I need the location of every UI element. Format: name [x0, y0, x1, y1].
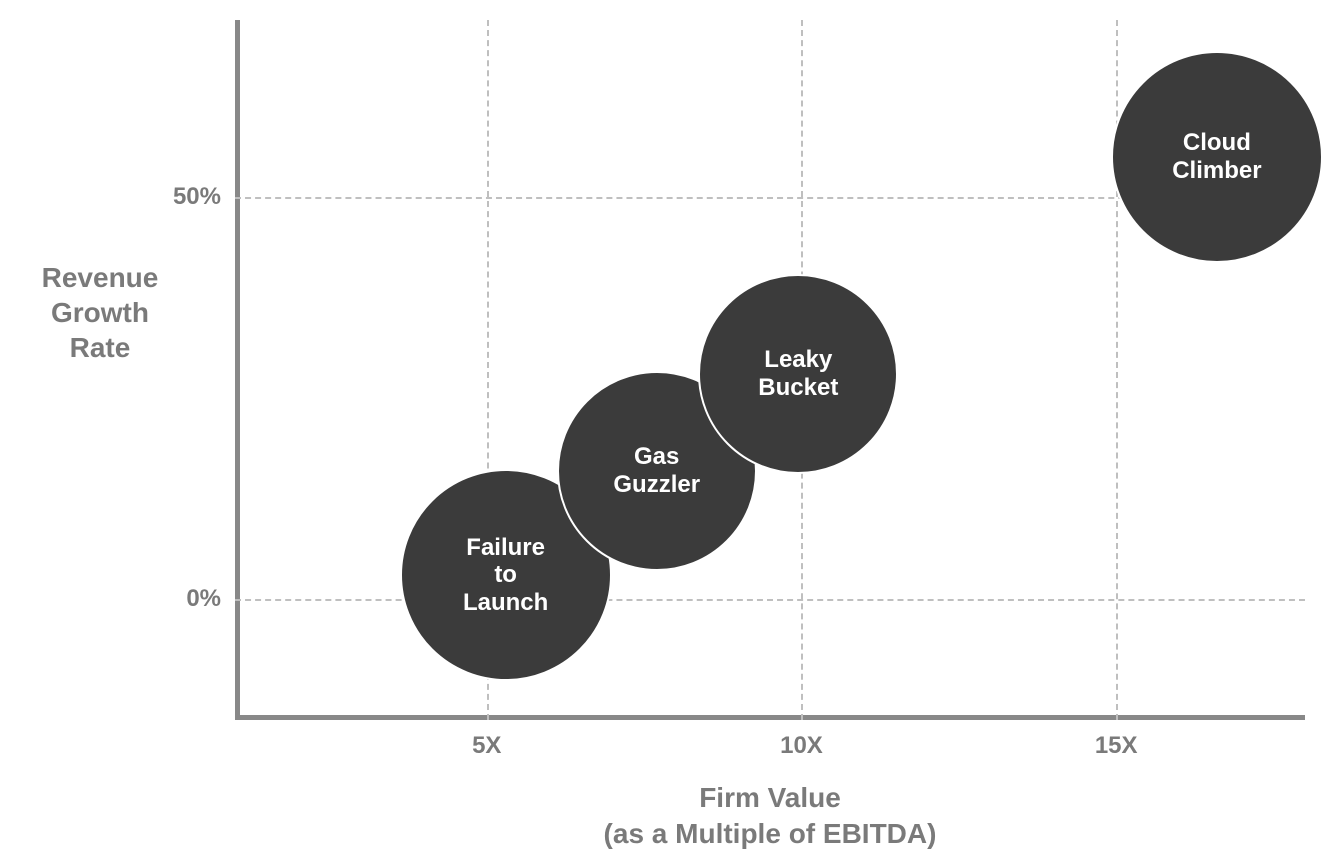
bubble: CloudClimber — [1111, 51, 1323, 263]
x-tick-label: 10X — [771, 732, 831, 760]
x-tick-label: 5X — [457, 732, 517, 760]
bubble-label: GasGuzzler — [613, 443, 700, 498]
bubble-chart: Revenue Growth Rate 5X 10X 15X 0% 50% Failure… — [0, 0, 1338, 861]
x-axis-label-line: Firm Value — [699, 782, 841, 813]
x-axis-label-line: (as a Multiple of EBITDA) — [604, 818, 937, 849]
bubble-label: FailuretoLaunch — [463, 534, 548, 617]
x-tick-label: 15X — [1086, 732, 1146, 760]
y-axis-label: Revenue Growth Rate — [0, 260, 200, 365]
y-gridline — [235, 599, 1305, 601]
x-axis-label: Firm Value (as a Multiple of EBITDA) — [235, 780, 1305, 853]
y-axis-label-line: Revenue — [42, 262, 159, 293]
bubble: LeakyBucket — [698, 274, 898, 474]
y-axis-label-line: Growth — [51, 297, 149, 328]
bubble-label: CloudClimber — [1172, 129, 1261, 184]
y-tick-label: 50% — [173, 183, 221, 211]
y-axis-line — [235, 20, 240, 720]
y-tick-label: 0% — [186, 585, 221, 613]
x-axis-line — [235, 715, 1305, 720]
y-axis-label-line: Rate — [70, 332, 131, 363]
bubble-label: LeakyBucket — [758, 346, 838, 401]
plot-area: 5X10X15X0%50%FailuretoLaunchGasGuzzlerLe… — [235, 20, 1305, 720]
